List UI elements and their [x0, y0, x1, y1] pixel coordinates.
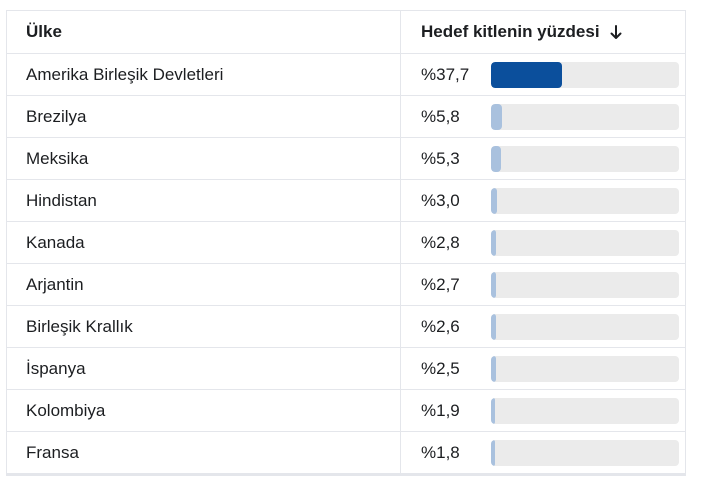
percent-bar-track — [491, 103, 679, 130]
table-row: Kolombiya %1,9 — [7, 389, 685, 431]
percent-value: %2,5 — [421, 358, 460, 378]
table-row: Hindistan %3,0 — [7, 179, 685, 221]
table-body: Amerika Birleşik Devletleri %37,7 Brezilya… — [7, 53, 685, 473]
percent-value: %2,7 — [421, 274, 460, 294]
country-cell: Kolombiya — [7, 390, 401, 431]
country-cell: Fransa — [7, 432, 401, 473]
percent-bar-fill — [491, 103, 502, 130]
percent-bar-fill — [491, 397, 495, 424]
percent-cell: %2,7 — [401, 264, 685, 305]
percent-cell: %2,8 — [401, 222, 685, 263]
percent-bar-fill — [491, 439, 495, 466]
percent-bar-track — [491, 229, 679, 256]
percent-bar-fill — [491, 313, 496, 340]
table-row: Meksika %5,3 — [7, 137, 685, 179]
percent-value: %2,8 — [421, 232, 460, 252]
percent-bar-fill — [491, 187, 497, 214]
percent-bar-track — [491, 313, 679, 340]
percent-cell: %1,9 — [401, 390, 685, 431]
table-row: Brezilya %5,8 — [7, 95, 685, 137]
percent-bar-track — [491, 355, 679, 382]
percent-cell: %2,6 — [401, 306, 685, 347]
country-cell: Arjantin — [7, 264, 401, 305]
percent-value: %37,7 — [421, 64, 470, 84]
percent-column-label: Hedef kitlenin yüzdesi — [421, 22, 600, 41]
country-cell: Kanada — [7, 222, 401, 263]
percent-column-header[interactable]: Hedef kitlenin yüzdesi — [401, 11, 685, 53]
country-cell: Birleşik Krallık — [7, 306, 401, 347]
percent-bar-track — [491, 271, 679, 298]
percent-value: %2,6 — [421, 316, 460, 336]
percent-bar-fill — [491, 271, 496, 298]
country-column-header[interactable]: Ülke — [7, 11, 401, 53]
percent-bar-fill — [491, 61, 562, 88]
table-row: Birleşik Krallık %2,6 — [7, 305, 685, 347]
country-cell: İspanya — [7, 348, 401, 389]
percent-cell: %5,8 — [401, 96, 685, 137]
country-cell: Amerika Birleşik Devletleri — [7, 54, 401, 95]
table-row: Fransa %1,8 — [7, 431, 685, 473]
percent-value: %5,8 — [421, 106, 460, 126]
arrow-down-icon[interactable] — [610, 24, 622, 40]
table-row: Arjantin %2,7 — [7, 263, 685, 305]
percent-bar-track — [491, 145, 679, 172]
percent-bar-fill — [491, 145, 501, 172]
percent-bar-fill — [491, 229, 496, 256]
percent-cell: %37,7 — [401, 54, 685, 95]
percent-value: %5,3 — [421, 148, 460, 168]
percent-value: %1,9 — [421, 400, 460, 420]
percent-bar-fill — [491, 355, 496, 382]
percent-bar-track — [491, 187, 679, 214]
country-cell: Brezilya — [7, 96, 401, 137]
percent-cell: %3,0 — [401, 180, 685, 221]
percent-value: %3,0 — [421, 190, 460, 210]
percent-cell: %2,5 — [401, 348, 685, 389]
audience-table: Ülke Hedef kitlenin yüzdesi Amerika Birl… — [6, 10, 686, 476]
percent-value: %1,8 — [421, 442, 460, 462]
percent-bar-track — [491, 397, 679, 424]
percent-bar-track — [491, 61, 679, 88]
table-header: Ülke Hedef kitlenin yüzdesi — [7, 11, 685, 53]
percent-cell: %5,3 — [401, 138, 685, 179]
country-cell: Meksika — [7, 138, 401, 179]
percent-cell: %1,8 — [401, 432, 685, 473]
table-row: İspanya %2,5 — [7, 347, 685, 389]
percent-bar-track — [491, 439, 679, 466]
table-row: Kanada %2,8 — [7, 221, 685, 263]
table-row: Amerika Birleşik Devletleri %37,7 — [7, 53, 685, 95]
country-cell: Hindistan — [7, 180, 401, 221]
